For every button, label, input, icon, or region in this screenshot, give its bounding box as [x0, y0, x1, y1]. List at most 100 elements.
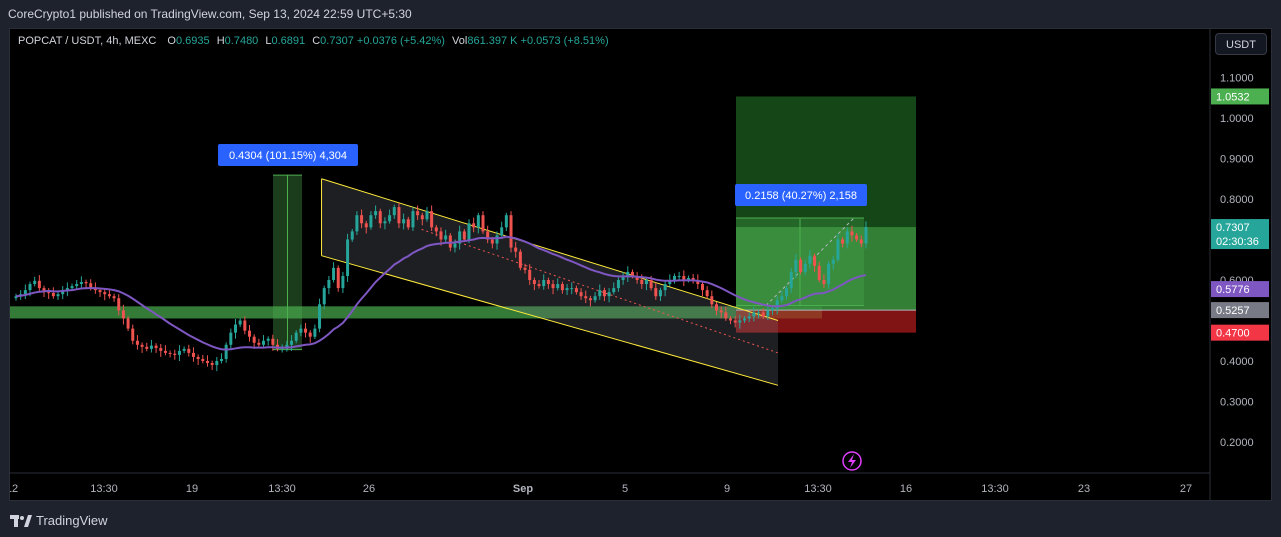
candle-body — [766, 310, 770, 317]
candle-body — [528, 269, 532, 280]
candle-body — [290, 340, 294, 345]
lightning-icon — [842, 451, 862, 471]
candle-body — [65, 288, 69, 291]
channel-upper-line — [321, 178, 779, 321]
candle-body — [248, 330, 251, 337]
candle-body — [271, 338, 275, 345]
candle-body — [388, 215, 392, 222]
candle-body — [23, 290, 27, 295]
candle-body — [98, 290, 102, 293]
candle-body — [593, 296, 597, 301]
low-value: 0.6891 — [271, 35, 306, 47]
low-label: L — [265, 35, 272, 47]
price-tick-label: 0.3000 — [1220, 397, 1254, 409]
candle-body — [313, 328, 317, 337]
measure-1-label-text: 0.4304 (101.15%) 4,304 — [229, 150, 347, 162]
price-tag-value: 1.0532 — [1216, 91, 1250, 103]
candle-body — [434, 227, 438, 232]
position-stop-zone — [736, 310, 916, 333]
candle-body — [458, 231, 462, 244]
candle-body — [299, 328, 303, 333]
candle-body — [705, 290, 709, 297]
candle-body — [252, 336, 256, 343]
candle-body — [294, 332, 298, 341]
high-value: 0.7480 — [224, 35, 259, 47]
candle-body — [425, 211, 429, 220]
candle-body — [537, 284, 541, 287]
candle-body — [126, 318, 130, 329]
tradingview-logo[interactable]: TradingView — [10, 513, 108, 528]
candle-body — [565, 288, 569, 291]
candle-body — [574, 288, 578, 293]
candle-body — [182, 348, 186, 351]
candle-body — [56, 294, 60, 297]
candle-body — [799, 259, 803, 272]
candle-body — [285, 344, 289, 347]
candle-body — [523, 267, 527, 270]
candle-body — [163, 350, 167, 353]
time-tick-label: 12 — [10, 483, 18, 495]
candle-body — [738, 320, 742, 323]
candle-body — [808, 255, 812, 264]
candle-body — [238, 320, 242, 325]
candle-body — [420, 215, 424, 220]
candle-body — [827, 263, 831, 285]
position-profit-fill — [736, 227, 916, 311]
candle-body — [817, 265, 821, 280]
candle-body — [224, 344, 228, 359]
open-label: O — [167, 35, 176, 47]
candle-body — [621, 275, 625, 280]
candle-body — [219, 358, 223, 361]
chart-pane[interactable]: 0.4304 (101.15%) 4,304 0.2158 (40.27%) 2,… — [9, 28, 1272, 501]
candle-body — [481, 215, 485, 232]
candle-body — [131, 328, 135, 341]
candle-body — [710, 296, 714, 305]
candle-body — [546, 280, 550, 285]
time-tick-label: 13:30 — [804, 483, 832, 495]
candle-body — [700, 284, 704, 291]
candle-body — [845, 231, 849, 244]
candle-body — [733, 320, 737, 323]
candle-body — [322, 288, 326, 305]
candle-body — [187, 348, 191, 353]
candle-body — [257, 342, 261, 345]
candle-body — [154, 345, 158, 349]
candle-body — [630, 271, 634, 276]
candle-body — [724, 312, 728, 319]
price-tick-label: 0.2000 — [1220, 437, 1254, 449]
support-zone — [10, 306, 822, 319]
price-tag-bg — [1211, 88, 1269, 105]
candle-body — [430, 211, 434, 228]
candle-body — [775, 300, 779, 309]
candle-body — [472, 223, 476, 228]
candle-body — [117, 298, 121, 311]
candle-body — [532, 280, 536, 285]
candle-body — [635, 275, 639, 280]
high-label: H — [216, 35, 225, 47]
candle-body — [336, 267, 340, 289]
candle-body — [686, 277, 690, 280]
open-value: 0.6935 — [175, 35, 210, 47]
close-label: C — [312, 35, 321, 47]
candle-body — [663, 284, 667, 291]
candle-body — [233, 324, 237, 333]
candle-body — [416, 211, 420, 216]
symbol-title: POPCAT / USDT, 4h, MEXC — [18, 35, 157, 47]
candle-body — [135, 340, 139, 345]
candle-body — [462, 231, 466, 240]
time-tick-label: 5 — [622, 483, 628, 495]
candle-body — [360, 215, 364, 224]
candle-body — [579, 292, 583, 297]
price-chart[interactable]: 0.4304 (101.15%) 4,304 0.2158 (40.27%) 2,… — [10, 29, 1271, 500]
price-tag-bg — [1211, 281, 1269, 298]
time-tick-label: 27 — [1180, 483, 1192, 495]
candle-body — [771, 308, 775, 311]
change-value: +0.0376 (+5.42%) — [356, 35, 445, 47]
candle-body — [350, 231, 354, 240]
candle-body — [103, 292, 107, 295]
time-tick-label: 13:30 — [981, 483, 1009, 495]
candle-body — [757, 312, 761, 314]
currency-button[interactable]: USDT — [1215, 33, 1267, 55]
candle-body — [173, 353, 177, 355]
candle-body — [584, 296, 588, 299]
